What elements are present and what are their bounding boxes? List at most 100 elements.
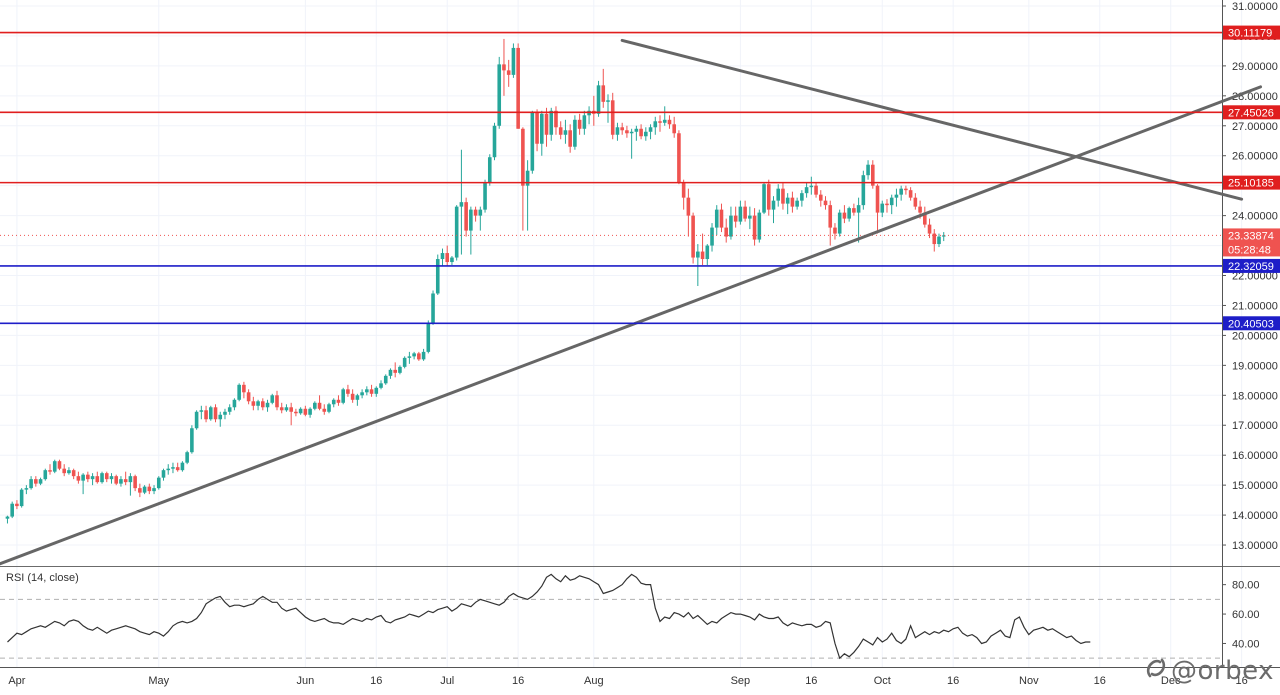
candle-body xyxy=(166,468,171,471)
level-price-tag xyxy=(1223,316,1280,331)
candle-body xyxy=(454,206,459,258)
price-axis-label: 18.00000 xyxy=(1232,390,1278,402)
time-axis-label: 16 xyxy=(370,675,382,687)
candle-body xyxy=(298,408,303,414)
candle-body xyxy=(644,131,648,137)
time-axis-label: May xyxy=(148,675,169,687)
candle-body xyxy=(511,47,516,75)
price-axis-label: 29.00000 xyxy=(1232,61,1278,73)
candle-body xyxy=(5,516,10,519)
candle-body xyxy=(459,202,464,207)
candle-body xyxy=(24,488,29,490)
candle-body xyxy=(412,353,416,357)
candle-body xyxy=(119,479,123,484)
candle-body xyxy=(568,130,572,147)
orbex-logo-icon xyxy=(1146,658,1166,678)
price-axis-label: 20.00000 xyxy=(1232,330,1278,342)
candle-body xyxy=(885,203,889,206)
price-axis-label: 21.00000 xyxy=(1232,300,1278,312)
current-price-tag xyxy=(1223,228,1280,257)
candle-body xyxy=(435,259,440,294)
candle-body xyxy=(86,474,90,480)
candle-body xyxy=(261,401,265,408)
candle-body xyxy=(369,389,374,394)
time-axis-label: Apr xyxy=(8,675,25,687)
candle-body xyxy=(625,130,629,134)
candle-body xyxy=(478,209,483,216)
candle-body xyxy=(539,113,544,144)
time-axis-label: 16 xyxy=(1094,675,1106,687)
candle-body xyxy=(445,253,450,263)
candle-body xyxy=(38,479,43,484)
level-price-tag xyxy=(1223,175,1280,190)
candle-body xyxy=(606,100,610,102)
candle-body xyxy=(610,100,615,135)
candle-body xyxy=(658,121,662,123)
candle-body xyxy=(918,206,922,213)
candle-body xyxy=(719,209,724,228)
candle-body xyxy=(662,119,667,123)
candle-body xyxy=(937,236,941,245)
candle-body xyxy=(856,205,861,213)
time-axis-label: 16 xyxy=(1236,675,1248,687)
candle-body xyxy=(341,389,345,403)
rsi-indicator-label[interactable]: RSI (14, close) xyxy=(6,572,79,584)
candle-body xyxy=(213,407,218,420)
candle-body xyxy=(833,227,837,234)
candle-body xyxy=(322,408,327,412)
candle-body xyxy=(487,157,492,183)
candle-body xyxy=(100,473,104,483)
rsi-axis-label: 60.00 xyxy=(1232,609,1260,621)
candle-body xyxy=(762,184,766,213)
candle-body xyxy=(752,215,757,240)
candle-body xyxy=(653,121,658,128)
candle-body xyxy=(577,119,582,129)
candle-body xyxy=(19,489,24,507)
candle-body xyxy=(469,209,473,231)
candle-body xyxy=(818,194,823,201)
price-axis-label: 28.00000 xyxy=(1232,91,1278,103)
candle-body xyxy=(123,479,128,483)
candle-body xyxy=(62,468,67,474)
candle-body xyxy=(10,503,14,517)
level-price-label: 22.32059 xyxy=(1228,261,1274,273)
candle-body xyxy=(161,470,166,478)
candle-body xyxy=(544,113,549,135)
candle-body xyxy=(237,384,241,400)
candle-body xyxy=(601,85,606,102)
candle-body xyxy=(383,375,388,384)
candle-body xyxy=(861,175,866,206)
candle-body xyxy=(147,486,152,492)
candle-body xyxy=(927,224,932,234)
candle-body xyxy=(908,190,913,198)
candle-body xyxy=(615,127,620,135)
candle-body xyxy=(705,245,710,260)
candle-body xyxy=(417,353,421,360)
candle-body xyxy=(776,188,781,201)
candle-body xyxy=(795,200,799,207)
candle-body xyxy=(67,470,71,474)
candle-body xyxy=(76,476,81,481)
level-price-label: 20.40503 xyxy=(1228,318,1274,330)
candle-body xyxy=(691,215,695,258)
candle-body xyxy=(558,127,563,135)
candle-body xyxy=(714,209,719,228)
price-axis-label: 15.00000 xyxy=(1232,480,1278,492)
candle-body xyxy=(256,401,260,406)
candle-body xyxy=(114,476,119,484)
level-price-tag xyxy=(1223,258,1280,273)
candle-body xyxy=(521,128,525,186)
rsi-axis-label: 40.00 xyxy=(1232,638,1260,650)
candle-body xyxy=(29,479,33,489)
candle-body xyxy=(941,235,946,237)
time-axis-label: Dec xyxy=(1161,675,1181,687)
candle-body xyxy=(402,357,407,367)
price-axis-label: 26.00000 xyxy=(1232,151,1278,163)
candle-body xyxy=(473,209,478,216)
watermark-text: @orbex xyxy=(1170,656,1274,686)
candle-body xyxy=(43,470,48,480)
candle-body xyxy=(800,193,804,201)
candle-body xyxy=(223,411,227,415)
candle-body xyxy=(289,407,293,412)
